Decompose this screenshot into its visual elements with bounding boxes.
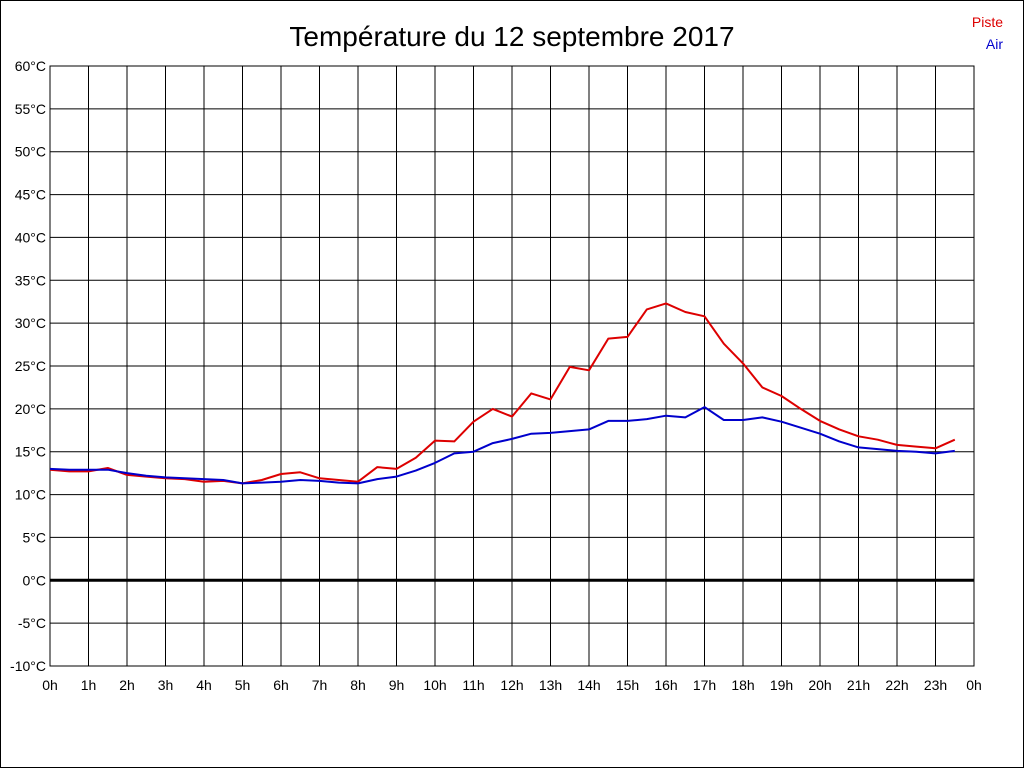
y-tick-label: -10°C: [10, 658, 46, 674]
y-tick-label: 5°C: [23, 529, 47, 545]
x-tick-label: 12h: [500, 677, 523, 693]
legend: Piste Air: [972, 14, 1003, 52]
series-line-air: [49, 406, 955, 485]
grid: [49, 65, 975, 667]
y-axis-ticks: 60°C 55°C 50°C 45°C 40°C 35°C 30°C 25°C 20°C 15°C…: [10, 58, 46, 674]
x-tick-label: 0h: [966, 677, 982, 693]
x-tick-label: 20h: [808, 677, 831, 693]
plot-border: [49, 65, 975, 667]
y-tick-label: 45°C: [15, 187, 46, 203]
legend-entry-piste: Piste: [972, 14, 1003, 30]
y-tick-label: 0°C: [23, 572, 47, 588]
y-tick-label: -5°C: [18, 615, 46, 631]
x-tick-label: 15h: [616, 677, 639, 693]
y-tick-label: 35°C: [15, 272, 46, 288]
x-tick-label: 19h: [770, 677, 793, 693]
x-tick-label: 21h: [847, 677, 870, 693]
x-axis-ticks: 0h 1h 2h 3h 4h 5h 6h 7h 8h 9h 10h 11h 12h 13h 14h 15h 16…: [42, 677, 982, 693]
y-tick-label: 55°C: [15, 101, 46, 117]
x-tick-label: 17h: [693, 677, 716, 693]
x-tick-label: 2h: [119, 677, 135, 693]
y-tick-label: 40°C: [15, 229, 46, 245]
x-tick-label: 18h: [731, 677, 754, 693]
x-tick-label: 14h: [577, 677, 600, 693]
series-lines: [49, 302, 956, 485]
x-tick-label: 3h: [158, 677, 174, 693]
x-tick-label: 23h: [924, 677, 947, 693]
y-tick-label: 10°C: [15, 487, 46, 503]
y-tick-label: 30°C: [15, 315, 46, 331]
y-tick-label: 50°C: [15, 144, 46, 160]
x-tick-label: 6h: [273, 677, 289, 693]
x-tick-label: 1h: [81, 677, 97, 693]
y-tick-label: 20°C: [15, 401, 46, 417]
legend-entry-air: Air: [986, 36, 1003, 52]
x-tick-label: 13h: [539, 677, 562, 693]
x-tick-label: 16h: [654, 677, 677, 693]
y-tick-label: 15°C: [15, 444, 46, 460]
y-tick-label: 25°C: [15, 358, 46, 374]
series-line-piste: [49, 302, 956, 485]
x-tick-label: 4h: [196, 677, 212, 693]
x-tick-label: 0h: [42, 677, 58, 693]
x-tick-label: 8h: [350, 677, 366, 693]
x-tick-label: 9h: [389, 677, 405, 693]
x-tick-label: 22h: [885, 677, 908, 693]
x-tick-label: 11h: [462, 677, 484, 693]
y-tick-label: 60°C: [15, 58, 46, 74]
chart-title: Température du 12 septembre 2017: [289, 21, 734, 52]
x-tick-label: 5h: [235, 677, 251, 693]
x-tick-label: 10h: [423, 677, 446, 693]
x-tick-label: 7h: [312, 677, 328, 693]
